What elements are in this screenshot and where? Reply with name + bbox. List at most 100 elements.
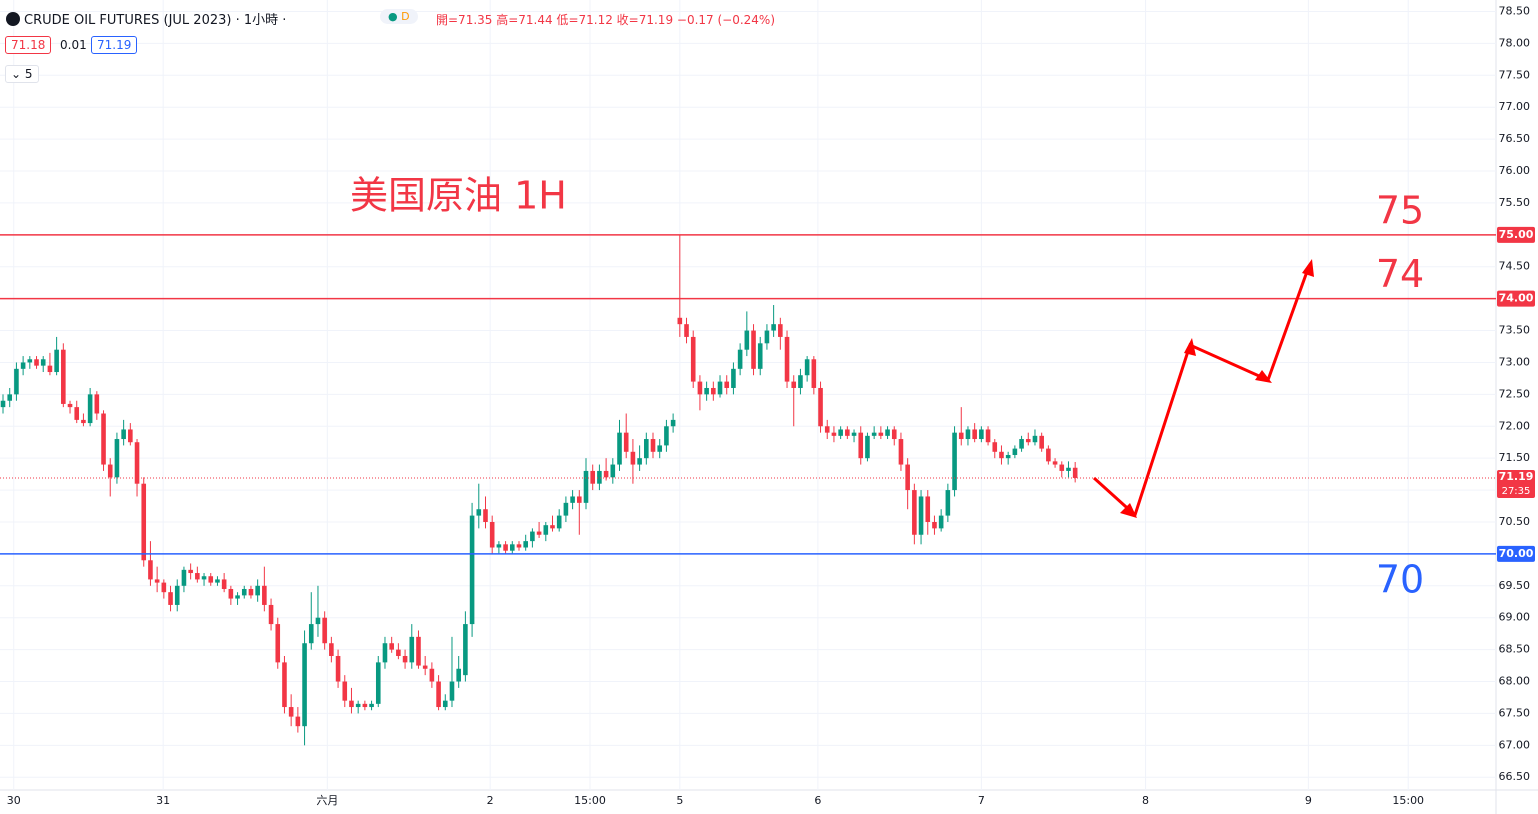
candle-body	[979, 429, 984, 440]
candle-body	[114, 439, 120, 478]
candle-body	[255, 585, 260, 596]
candle-body	[302, 643, 307, 727]
candles	[0, 234, 1078, 746]
candle-body	[268, 604, 274, 625]
candle-body	[550, 525, 555, 529]
candle-body	[610, 464, 616, 478]
level-price: 74.00	[1499, 292, 1534, 305]
candle-body	[690, 336, 696, 382]
level-tag	[1497, 545, 1535, 562]
candle-body	[509, 544, 515, 551]
candle-body	[382, 643, 388, 663]
candle-body	[67, 403, 73, 408]
candle-body	[295, 716, 301, 727]
candle-body	[1059, 464, 1065, 471]
candle-body	[590, 470, 596, 484]
candle-body	[530, 531, 535, 542]
y-tick-label: 76.50	[1499, 132, 1531, 145]
indicators-toggle[interactable]: ⌄ 5	[5, 65, 39, 83]
candle-body	[456, 668, 461, 682]
candle-body	[891, 429, 897, 440]
y-tick-label: 72.00	[1499, 419, 1531, 432]
candle-body	[831, 432, 837, 436]
candle-body	[241, 588, 247, 596]
y-tick-label: 78.00	[1499, 36, 1531, 49]
y-tick-label: 73.00	[1499, 355, 1531, 368]
candle-body	[999, 451, 1004, 459]
y-tick-label: 75.50	[1499, 196, 1531, 209]
candle-body	[985, 429, 991, 443]
candle-body	[201, 576, 207, 580]
ask[interactable]: 71.19	[91, 36, 138, 54]
candle-body	[912, 490, 917, 535]
candle-body	[851, 432, 857, 436]
candle-body	[402, 655, 408, 663]
candle-body	[141, 483, 147, 561]
candle-body	[449, 681, 455, 701]
spread: 0.01	[60, 38, 87, 52]
y-tick-label: 69.00	[1499, 611, 1531, 624]
candle-body	[523, 541, 528, 548]
candle-body	[771, 324, 776, 331]
candle-body	[34, 359, 39, 366]
y-tick-label: 71.50	[1499, 451, 1531, 464]
candle-body	[47, 365, 53, 373]
candle-body	[838, 429, 843, 436]
x-tick-label: 6	[814, 794, 821, 807]
candle-body	[489, 521, 495, 548]
candle-body	[845, 429, 850, 436]
candle-body	[396, 649, 401, 656]
candle-body	[128, 429, 133, 443]
candle-body	[436, 681, 441, 708]
annotation: 美国原油 1H	[350, 174, 567, 218]
candle-body	[650, 439, 656, 452]
candle-body	[221, 579, 227, 589]
candle-body	[664, 426, 669, 446]
candle-body	[20, 362, 26, 369]
candle-body	[1019, 439, 1024, 449]
candle-body	[617, 432, 622, 465]
y-tick-label: 74.50	[1499, 260, 1531, 273]
y-tick-label: 68.50	[1499, 643, 1531, 656]
candle-body	[818, 387, 823, 427]
y-tick-label: 68.00	[1499, 675, 1531, 688]
candle-body	[1072, 467, 1078, 478]
candle-body	[543, 525, 549, 535]
candle-body	[744, 330, 750, 350]
y-tick-label: 72.50	[1499, 387, 1531, 400]
symbol-title[interactable]: CRUDE OIL FUTURES (JUL 2023) · 1小時 ·	[6, 9, 286, 28]
candle-body	[74, 407, 80, 420]
candle-body	[670, 419, 676, 427]
y-tick-label: 66.50	[1499, 770, 1531, 783]
bid[interactable]: 71.18	[5, 36, 52, 54]
y-tick-label: 76.00	[1499, 164, 1531, 177]
candle-body	[282, 662, 287, 708]
badge[interactable]: ● D	[380, 9, 418, 24]
candle-body	[570, 496, 575, 503]
candle-body	[375, 662, 381, 704]
candle-body	[262, 585, 267, 605]
candle-body	[597, 470, 602, 484]
x-tick-label: 15:00	[574, 794, 606, 807]
candle-body	[40, 359, 46, 366]
candle-body	[784, 336, 790, 382]
candle-body	[248, 588, 254, 596]
candle-body	[704, 387, 709, 395]
arrow-heads	[1120, 259, 1314, 518]
candle-body	[188, 569, 193, 574]
candle-body	[644, 439, 649, 459]
candle-body	[496, 544, 502, 548]
candle-body	[483, 509, 488, 522]
last-tag	[1497, 469, 1535, 498]
level-label: 74	[1376, 252, 1424, 296]
candle-body	[798, 375, 803, 388]
x-tick-label: 六月	[316, 794, 338, 807]
candle-body	[315, 617, 321, 625]
candle-body	[918, 496, 924, 535]
candle-body	[61, 349, 66, 404]
level-price: 75.00	[1499, 228, 1534, 241]
candle-body	[932, 521, 937, 529]
candle-body	[416, 636, 421, 666]
candle-body	[81, 419, 86, 424]
